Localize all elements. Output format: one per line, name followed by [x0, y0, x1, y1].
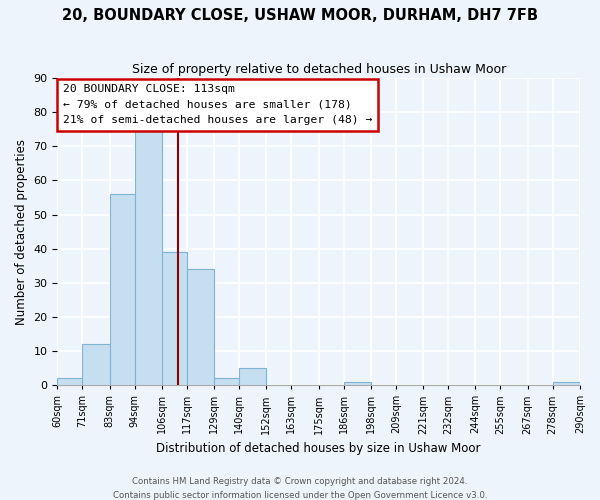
Text: Contains HM Land Registry data © Crown copyright and database right 2024.
Contai: Contains HM Land Registry data © Crown c…	[113, 478, 487, 500]
Text: 20, BOUNDARY CLOSE, USHAW MOOR, DURHAM, DH7 7FB: 20, BOUNDARY CLOSE, USHAW MOOR, DURHAM, …	[62, 8, 538, 22]
Title: Size of property relative to detached houses in Ushaw Moor: Size of property relative to detached ho…	[131, 62, 506, 76]
X-axis label: Distribution of detached houses by size in Ushaw Moor: Distribution of detached houses by size …	[157, 442, 481, 455]
Bar	[134, 129, 162, 385]
Bar	[214, 378, 239, 385]
Bar	[553, 382, 580, 385]
Bar	[187, 269, 214, 385]
Bar	[344, 382, 371, 385]
Text: 20 BOUNDARY CLOSE: 113sqm
← 79% of detached houses are smaller (178)
21% of semi: 20 BOUNDARY CLOSE: 113sqm ← 79% of detac…	[62, 84, 372, 126]
Bar	[162, 252, 187, 385]
Bar	[82, 344, 110, 385]
Bar	[239, 368, 266, 385]
Bar	[58, 378, 82, 385]
Bar	[110, 194, 134, 385]
Y-axis label: Number of detached properties: Number of detached properties	[15, 138, 28, 324]
